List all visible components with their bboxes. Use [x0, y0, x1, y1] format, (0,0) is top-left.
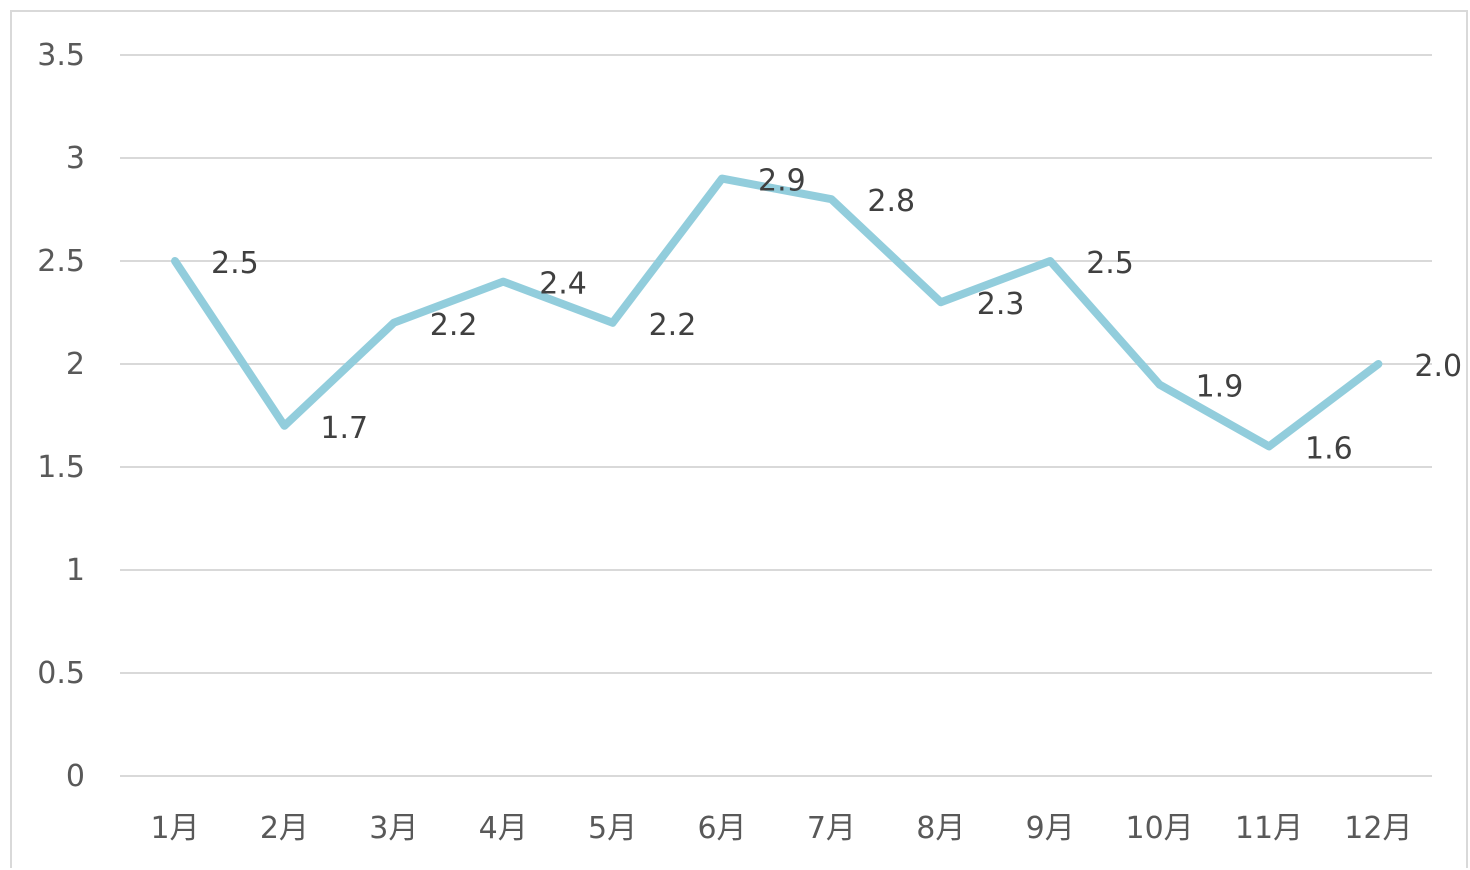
- x-tick-label: 1月: [150, 811, 199, 846]
- series-line-layer: [171, 174, 1383, 451]
- data-label: 2.0: [1414, 349, 1462, 384]
- x-tick-label: 12月: [1344, 811, 1412, 846]
- x-tick-label: 9月: [1026, 811, 1075, 846]
- y-tick-label: 0.5: [37, 656, 85, 691]
- y-tick-label: 3: [66, 141, 85, 176]
- data-label: 2.5: [211, 246, 259, 281]
- chart-frame: [10, 10, 1468, 868]
- y-tick-label: 1: [66, 553, 85, 588]
- data-label: 1.7: [320, 411, 368, 446]
- x-tick-label: 11月: [1235, 811, 1303, 846]
- data-label: 1.9: [1196, 370, 1244, 405]
- x-tick-label: 3月: [369, 811, 418, 846]
- data-label: 2.5: [1086, 246, 1134, 281]
- x-tick-label: 8月: [916, 811, 965, 846]
- data-label: 2.2: [649, 308, 697, 343]
- y-axis-tick-labels: 0 0.5 1 1.5 2 2.5 3 3.5: [37, 38, 85, 794]
- x-tick-label: 2月: [260, 811, 309, 846]
- y-tick-label: 1.5: [37, 450, 85, 485]
- data-label: 1.6: [1305, 431, 1353, 466]
- series-line: [171, 174, 1383, 451]
- x-tick-label: 4月: [479, 811, 528, 846]
- data-labels: 2.5 1.7 2.2 2.4 2.2 2.9 2.8 2.3 2.5 1.9 1.6 2.0: [211, 164, 1462, 467]
- data-label: 2.8: [867, 184, 915, 219]
- x-tick-label: 7月: [807, 811, 856, 846]
- data-label: 2.4: [539, 267, 587, 302]
- y-tick-label: 2.5: [37, 244, 85, 279]
- data-label: 2.9: [758, 164, 806, 199]
- x-tick-label: 10月: [1126, 811, 1194, 846]
- y-tick-label: 3.5: [37, 38, 85, 73]
- data-label: 2.2: [430, 308, 478, 343]
- y-tick-label: 2: [66, 347, 85, 382]
- x-axis-tick-labels: 1月 2月 3月 4月 5月 6月 7月 8月 9月 10月 11月 12月: [150, 811, 1412, 846]
- y-tick-label: 0: [66, 759, 85, 794]
- gridlines: [120, 54, 1432, 777]
- data-label: 2.3: [977, 287, 1025, 322]
- x-tick-label: 6月: [697, 811, 746, 846]
- x-tick-label: 5月: [588, 811, 637, 846]
